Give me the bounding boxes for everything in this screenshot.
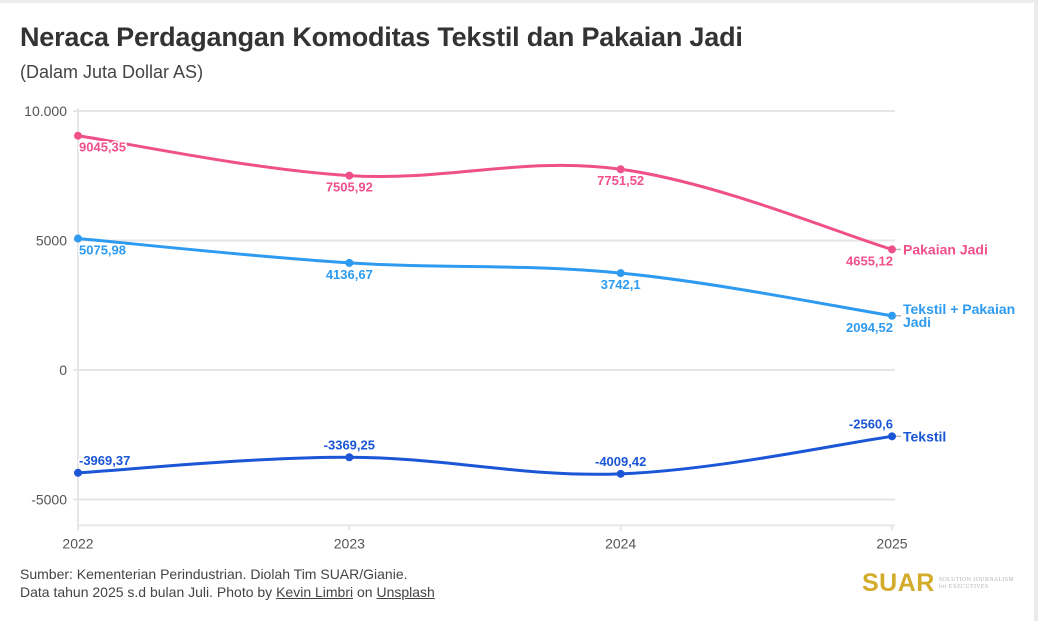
data-label: 9045,35 bbox=[79, 140, 126, 155]
data-note-mid: on bbox=[353, 584, 377, 600]
series-pakaian-jadi: 9045,35 7505,92 7751,52 4655,12 Pakaian Jadi bbox=[74, 131, 988, 270]
y-tick-label: -5000 bbox=[31, 492, 67, 508]
data-label: 5075,98 bbox=[79, 243, 126, 258]
y-tick-label: 5000 bbox=[36, 233, 67, 249]
x-tick-label: 2022 bbox=[62, 535, 93, 551]
data-label: 2094,52 bbox=[846, 320, 893, 335]
footer: Sumber: Kementerian Perindustrian. Diola… bbox=[20, 565, 435, 601]
x-axis: 2022 2023 2024 2025 bbox=[62, 525, 908, 551]
logo-tagline-line-2: for EXECUTIVES bbox=[938, 583, 989, 590]
data-note: Data tahun 2025 s.d bulan Juli. Photo by… bbox=[20, 583, 435, 601]
series-line bbox=[76, 237, 894, 318]
y-axis: 10.000 5000 0 -5000 bbox=[24, 103, 67, 508]
gridlines bbox=[73, 108, 895, 530]
source-note: Sumber: Kementerian Perindustrian. Diola… bbox=[20, 566, 408, 582]
data-label: -3369,25 bbox=[324, 437, 375, 452]
x-tick-label: 2025 bbox=[876, 535, 907, 551]
unsplash-link[interactable]: Unsplash bbox=[376, 584, 435, 600]
data-label: 3742,1 bbox=[601, 277, 641, 292]
series-line bbox=[76, 134, 894, 251]
data-point bbox=[345, 258, 354, 267]
y-tick-label: 10.000 bbox=[24, 103, 67, 119]
y-tick-label: 0 bbox=[59, 362, 67, 378]
page-title: Neraca Perdagangan Komoditas Tekstil dan… bbox=[20, 22, 743, 52]
data-label: 7505,92 bbox=[326, 180, 373, 195]
data-label: 7751,52 bbox=[597, 173, 644, 188]
data-point bbox=[616, 469, 625, 478]
data-label: -2560,6 bbox=[849, 416, 893, 431]
data-point bbox=[888, 245, 896, 254]
data-note-text: Data tahun 2025 s.d bulan Juli. Photo by bbox=[20, 584, 277, 600]
series-legend-label: Pakaian Jadi bbox=[903, 241, 988, 257]
data-point bbox=[888, 311, 896, 320]
x-tick-label: 2024 bbox=[605, 535, 636, 551]
data-label: -4009,42 bbox=[595, 454, 646, 469]
suar-logo: SUAR SOLUTION JOURNALISM for EXECUTIVES bbox=[862, 569, 1014, 598]
data-point bbox=[616, 269, 625, 278]
data-point bbox=[888, 432, 896, 441]
series-legend-label: Tekstil bbox=[903, 428, 946, 444]
data-point bbox=[74, 468, 82, 477]
data-point bbox=[74, 234, 82, 243]
data-label: 4655,12 bbox=[846, 253, 893, 268]
x-tick-label: 2023 bbox=[334, 535, 365, 551]
series-legend-label-line-2: Jadi bbox=[903, 314, 931, 330]
data-point bbox=[345, 171, 354, 180]
series-group: 9045,35 7505,92 7751,52 4655,12 Pakaian Jadi… bbox=[74, 131, 1015, 478]
series-tekstil: -3969,37 -3369,25 -4009,42 -2560,6 Tekstil bbox=[74, 415, 946, 478]
series-line bbox=[76, 434, 894, 476]
data-point bbox=[345, 453, 354, 462]
logo-tagline: SOLUTION JOURNALISM for EXECUTIVES bbox=[939, 577, 1014, 591]
series-tekstil-pakaian-jadi: 5075,98 4136,67 3742,1 2094,52 Tekstil + Pak… bbox=[74, 234, 1015, 336]
data-label: 4136,67 bbox=[326, 267, 373, 282]
data-label: -3969,37 bbox=[79, 453, 130, 468]
data-point bbox=[74, 131, 82, 140]
logo-mark: SUAR bbox=[862, 569, 935, 597]
series-legend-label: Tekstil + Pakaian Jadi bbox=[903, 301, 1015, 330]
data-point bbox=[616, 165, 625, 174]
logo-tagline-line-1: SOLUTION JOURNALISM bbox=[938, 576, 1015, 583]
page-subtitle: (Dalam Juta Dollar AS) bbox=[20, 62, 204, 82]
photographer-link[interactable]: Kevin Limbri bbox=[276, 584, 354, 600]
series-legend-label-line-1: Tekstil + Pakaian bbox=[903, 301, 1015, 317]
